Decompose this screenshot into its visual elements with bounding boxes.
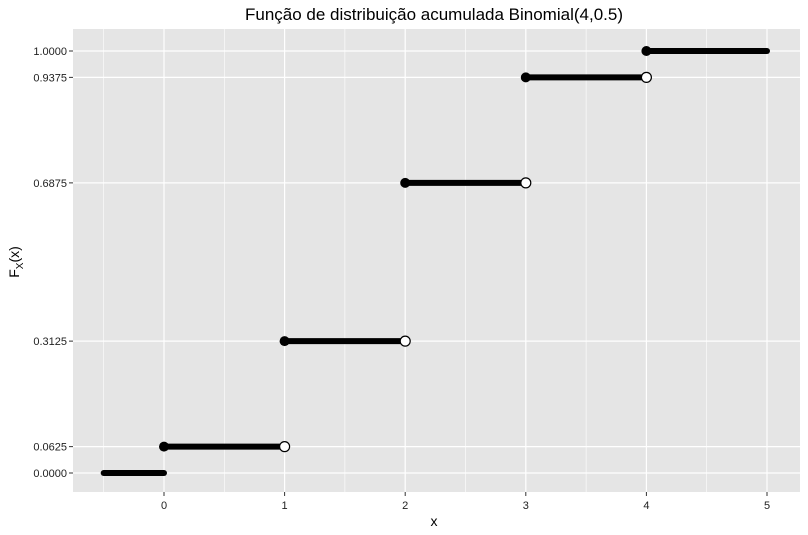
y-tick-label: 0.0625: [33, 442, 67, 454]
x-tick-label: 4: [643, 500, 649, 512]
step-points: [159, 46, 653, 453]
x-tick-label: 3: [523, 500, 529, 512]
closed-point: [159, 441, 169, 452]
open-point: [640, 71, 653, 83]
step-segments: [100, 48, 770, 476]
y-axis-ticks: 0.0000 0.0625 0.3125 0.6875 0.9375 1.0000: [33, 46, 73, 480]
y-tick-label: 0.6875: [33, 178, 67, 190]
y-tick-label: 0.9375: [33, 72, 67, 84]
closed-point: [641, 46, 652, 56]
y-axis-title-sub: X: [15, 262, 26, 269]
minor-gridlines: [103, 29, 708, 492]
open-point: [399, 335, 411, 347]
plot-panel: [73, 29, 800, 492]
y-axis-title-rest: (x): [6, 246, 22, 262]
y-tick-label: 1.0000: [33, 46, 67, 58]
closed-point: [279, 336, 290, 347]
closed-point: [400, 177, 411, 188]
y-tick-label: 0.3125: [33, 336, 67, 348]
x-axis-title: x: [431, 513, 438, 529]
closed-point: [520, 72, 531, 83]
x-tick-label: 5: [764, 500, 770, 512]
chart-title: Função de distribuição acumulada Binomia…: [245, 5, 623, 24]
x-tick-label: 2: [402, 500, 408, 512]
open-point: [520, 177, 532, 189]
y-axis-title-main: F: [6, 269, 22, 278]
open-point: [279, 441, 291, 453]
x-tick-label: 1: [282, 500, 288, 512]
x-tick-label: 0: [161, 500, 167, 512]
y-tick-label: 0.0000: [33, 468, 67, 480]
y-axis-title: FX(x): [6, 246, 26, 278]
x-axis-ticks: 0 1 2 3 4 5: [161, 492, 770, 512]
